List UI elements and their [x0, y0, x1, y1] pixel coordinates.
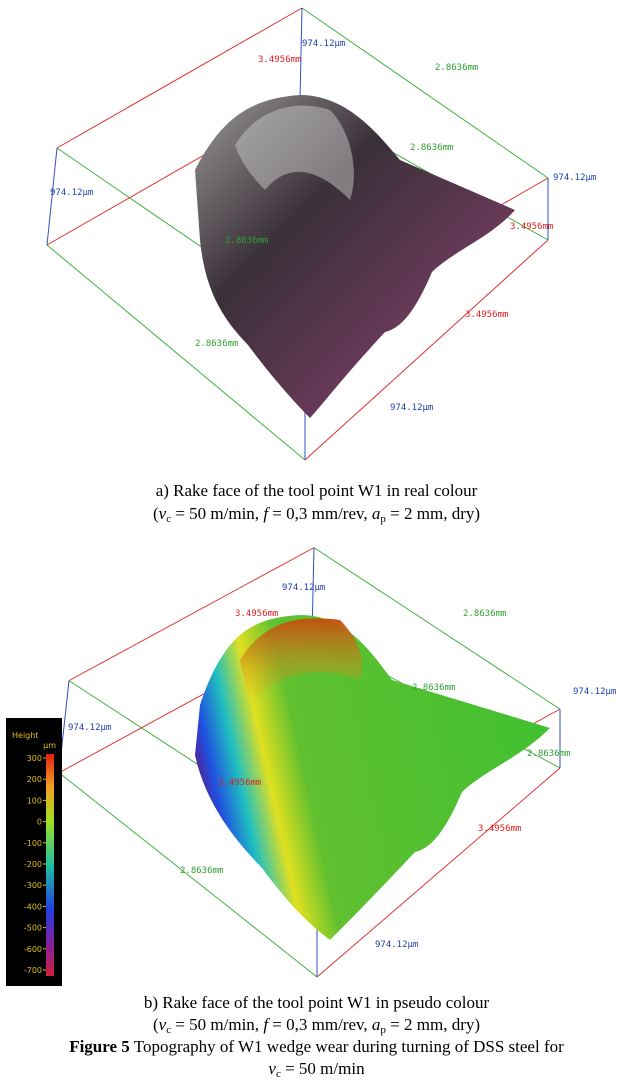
caption-part: = 50 m/min,	[171, 1015, 263, 1034]
caption-a-line2: (vc = 50 m/min, f = 0,3 mm/rev, ap = 2 m…	[0, 503, 633, 530]
caption-part: = 0,3 mm/rev,	[268, 504, 372, 523]
figure-caption-text: Topography of W1 wedge wear during turni…	[130, 1037, 564, 1056]
caption-part: = 0,3 mm/rev,	[268, 1015, 372, 1034]
box-dimension-label: 974.12µm	[375, 940, 418, 950]
colorbar-tick-label: -400	[24, 902, 42, 911]
box-dimension-label: 2.8636mm	[463, 609, 506, 619]
figure-caption-line2: vc = 50 m/min	[0, 1058, 633, 1085]
panel-b: 974.12µm 3.4956mm 2.8636mm 2.8636mm 974.12µm…	[0, 530, 633, 1000]
box-dimension-label: 3.4956mm	[258, 55, 301, 65]
box-dimension-label: 3.4956mm	[478, 824, 521, 834]
colorbar-tick-label: 100	[27, 796, 42, 805]
page: 3.4956mm974.12µm2.8636mm2.8636mm974.12µm…	[0, 0, 633, 1084]
box-dimension-label: 3.4956mm	[465, 310, 508, 320]
colorbar: Height µm 300 200 100 0 -100 -200 -300 -400 -500…	[6, 718, 62, 986]
caption-a-line1: a) Rake face of the tool point W1 in rea…	[0, 480, 633, 502]
box-dimension-label: 2.8636mm	[527, 749, 570, 759]
box-dimension-label: 974.12µm	[68, 723, 111, 733]
box-dimension-label: 2.8636mm	[180, 866, 223, 876]
box-dimension-label: 3.4956mm	[510, 222, 553, 232]
box-dimension-label: 974.12µm	[390, 403, 433, 413]
box-dimension-label: 974.12µm	[50, 188, 93, 198]
box-dimension-label: 974.12µm	[282, 583, 325, 593]
box-dimension-label: 974.12µm	[302, 39, 345, 49]
colorbar-tick-label: 0	[37, 818, 42, 827]
box-edge	[300, 8, 302, 100]
panel-a: 3.4956mm974.12µm2.8636mm2.8636mm974.12µm…	[0, 0, 633, 470]
colorbar-title: Height	[12, 731, 38, 740]
colorbar-tick-label: -600	[24, 945, 42, 954]
colorbar-tick-label: 200	[27, 775, 42, 784]
colorbar-unit: µm	[43, 741, 56, 750]
colorbar-tick-label: -300	[24, 881, 42, 890]
box-dimension-label: 3.4956mm	[235, 609, 278, 619]
figure-caption: Figure 5 Topography of W1 wedge wear dur…	[0, 1036, 633, 1058]
caption-b-line1: b) Rake face of the tool point W1 in pse…	[0, 992, 633, 1014]
caption-part: = 50 m/min,	[171, 504, 263, 523]
colorbar-tick-label: -200	[24, 860, 42, 869]
caption-part: v	[268, 1059, 276, 1078]
colorbar-tick-label: -500	[24, 924, 42, 933]
box-dimension-label: 2.8636mm	[435, 63, 478, 73]
colorbar-tick-label: -100	[24, 839, 42, 848]
figure-label: Figure 5	[69, 1037, 130, 1056]
box-dimension-label: 2.8636mm	[410, 143, 453, 153]
caption-part: = 50 m/min	[281, 1059, 365, 1078]
caption-part: = 2 mm, dry)	[386, 504, 480, 523]
caption-part: = 2 mm, dry)	[386, 1015, 480, 1034]
box-dimension-label: 2.8636mm	[412, 683, 455, 693]
box-dimension-label: 974.12µm	[553, 173, 596, 183]
colorbar-tick-label: -700	[24, 966, 42, 975]
box-dimension-label: 2.8636mm	[195, 339, 238, 349]
box-dimension-label: 974.12µm	[573, 687, 616, 697]
box-dimension-label: 3.4956mm	[218, 778, 261, 788]
colorbar-tick-label: 300	[27, 754, 42, 763]
colorbar-scale	[46, 754, 54, 976]
box-dimension-label: 2.8636mm	[225, 236, 268, 246]
